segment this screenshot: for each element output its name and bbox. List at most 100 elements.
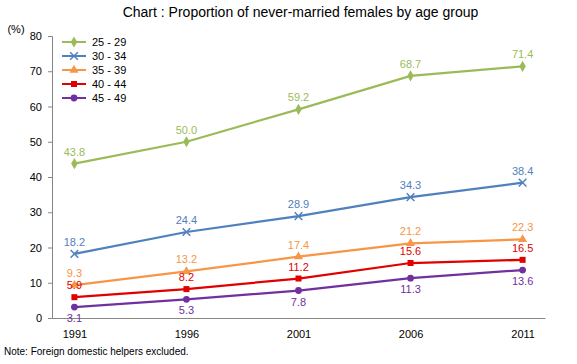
marker: [519, 61, 525, 72]
data-label: 16.5: [512, 242, 533, 254]
data-labels: 43.8 50.0 59.2 68.7 71.4 18.2 24.4 28.9 34.3 38.4…: [64, 48, 534, 324]
legend-item: 25 - 29: [62, 36, 126, 48]
series-line: [74, 66, 522, 163]
plot: 0 10 20 30 40 50 60 70 80 1991 1996 2001 2006 2011 43.…: [30, 30, 546, 340]
data-label: 22.3: [512, 221, 533, 233]
marker: [71, 158, 77, 169]
legend-label: 45 - 49: [92, 92, 126, 104]
legend-marker: [71, 81, 77, 87]
y-tick-label: 80: [30, 30, 42, 42]
y-tick-mark: [48, 142, 52, 143]
data-label: 28.9: [288, 198, 309, 210]
y-tick-mark: [48, 212, 52, 213]
y-tick-label: 60: [30, 101, 42, 113]
marker: [295, 287, 302, 294]
data-label: 11.2: [288, 261, 309, 273]
marks: [70, 61, 527, 311]
data-label: 21.2: [400, 225, 421, 237]
marker: [183, 228, 191, 236]
legend-marker: [71, 95, 78, 102]
x-tick: 1996: [175, 318, 199, 340]
data-label: 59.2: [288, 91, 309, 103]
y-tick-mark: [48, 36, 52, 37]
y-tick-label: 10: [30, 277, 42, 289]
legend-item: 35 - 39: [62, 64, 126, 76]
y-tick-mark: [48, 318, 52, 319]
legend-label: 40 - 44: [92, 78, 126, 90]
data-label: 50.0: [176, 124, 197, 136]
y-tick-label: 30: [30, 206, 42, 218]
x-tick-label: 2001: [287, 328, 311, 340]
marker: [183, 136, 189, 147]
data-label: 5.9: [67, 279, 82, 291]
legend-item: 45 - 49: [62, 92, 126, 104]
data-label: 11.3: [400, 283, 421, 295]
marker: [183, 286, 189, 292]
marker: [295, 104, 301, 115]
data-label: 18.2: [64, 236, 85, 248]
y-tick-mark: [48, 71, 52, 72]
marker: [71, 250, 79, 258]
marker: [408, 260, 414, 266]
data-label: 5.3: [179, 304, 194, 316]
legend-label: 25 - 29: [92, 36, 126, 48]
marker: [71, 294, 77, 300]
x-tick-label: 1991: [63, 328, 87, 340]
note: Note: Foreign domestic helpers excluded.: [4, 346, 189, 357]
y-axis-line: [48, 37, 53, 319]
legend-marker: [70, 52, 78, 60]
marker: [296, 276, 302, 282]
marker: [520, 257, 526, 263]
y-tick: 20: [30, 242, 52, 254]
series-line: [74, 183, 522, 254]
marker: [294, 251, 303, 259]
y-tick-label: 70: [30, 65, 42, 77]
y-tick-mark: [48, 283, 52, 284]
marker: [295, 212, 303, 220]
data-label: 24.4: [176, 214, 197, 226]
legend-marker: [71, 36, 77, 47]
y-tick: 0: [36, 312, 52, 324]
marker: [407, 193, 415, 201]
x-tick: 2006: [399, 318, 423, 340]
data-label: 13.6: [512, 275, 533, 287]
y-axis: 0 10 20 30 40 50 60 70 80: [30, 30, 53, 324]
y-tick-mark: [48, 248, 52, 249]
series-line: [74, 270, 522, 307]
y-tick-label: 40: [30, 171, 42, 183]
legend-item: 30 - 34: [62, 50, 126, 62]
data-label: 71.4: [512, 48, 533, 60]
marker: [407, 275, 414, 282]
y-tick-label: 0: [36, 312, 42, 324]
data-label: 7.8: [291, 296, 306, 308]
data-label: 17.4: [288, 239, 309, 251]
legend: 25 - 29 30 - 34 35 - 39 40 - 44 45 - 49: [62, 36, 126, 104]
y-tick-label: 50: [30, 136, 42, 148]
x-tick: 2001: [287, 318, 311, 340]
chart: Chart : Proportion of never-married fema…: [0, 0, 577, 364]
y-tick: 70: [30, 65, 52, 77]
x-tick-label: 1996: [175, 328, 199, 340]
marker: [71, 304, 78, 311]
y-tick: 10: [30, 277, 52, 289]
data-label: 9.3: [67, 267, 82, 279]
legend-marker: [69, 65, 78, 73]
data-label: 38.4: [512, 165, 533, 177]
marker: [519, 267, 526, 274]
marker: [518, 234, 527, 242]
data-label: 43.8: [64, 146, 85, 158]
y-tick-mark: [48, 107, 52, 108]
series-line: [74, 260, 522, 297]
x-tick: 2011: [511, 318, 535, 340]
y-tick: 60: [30, 101, 52, 113]
y-tick: 80: [30, 30, 52, 42]
x-axis: 1991 1996 2001 2006 2011: [53, 318, 546, 340]
data-label: 68.7: [400, 58, 421, 70]
y-tick: 30: [30, 206, 52, 218]
marker: [183, 296, 190, 303]
legend-label: 35 - 39: [92, 64, 126, 76]
legend-label: 30 - 34: [92, 50, 126, 62]
data-label: 34.3: [400, 179, 421, 191]
x-tick-label: 2011: [511, 328, 535, 340]
marker: [519, 179, 527, 187]
